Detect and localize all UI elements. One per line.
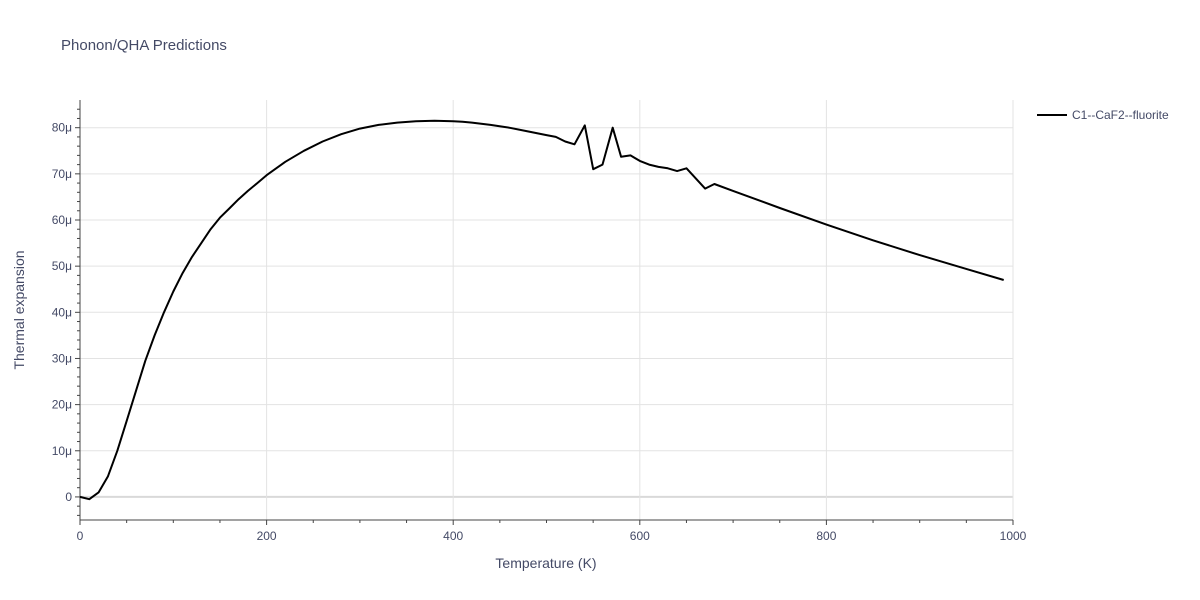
grid [80, 100, 1014, 520]
y-tick-label: 20μ [52, 398, 72, 412]
y-tick-label: 50μ [52, 259, 72, 273]
x-tick-label: 400 [443, 529, 463, 543]
y-tick-label: 10μ [52, 444, 72, 458]
chart-title: Phonon/QHA Predictions [61, 37, 227, 54]
y-tick-label: 70μ [52, 167, 72, 181]
x-tick-label: 800 [816, 529, 836, 543]
axes [79, 100, 1013, 521]
x-axis-ticks: 0 200 400 600 800 1000 [77, 520, 1027, 543]
y-tick-label: 40μ [52, 305, 72, 319]
y-tick-label: 80μ [52, 121, 72, 135]
x-tick-label: 0 [77, 529, 84, 543]
x-tick-label: 600 [630, 529, 650, 543]
y-tick-label: 0 [65, 490, 72, 504]
y-axis-title: Thermal expansion [11, 250, 27, 369]
y-tick-label: 30μ [52, 351, 72, 365]
x-tick-label: 200 [257, 529, 277, 543]
series-line [79, 119, 1004, 501]
x-axis-title: Temperature (K) [495, 555, 596, 571]
y-tick-label: 60μ [52, 213, 72, 227]
y-axis-ticks: 0 10μ 20μ 30μ 40μ 50μ 60μ 70μ 80μ [52, 108, 80, 516]
legend[interactable]: C1--CaF2--fluorite [1037, 108, 1169, 122]
x-tick-label: 1000 [1000, 529, 1027, 543]
series-layer [79, 119, 1004, 501]
legend-label: C1--CaF2--fluorite [1072, 108, 1169, 122]
